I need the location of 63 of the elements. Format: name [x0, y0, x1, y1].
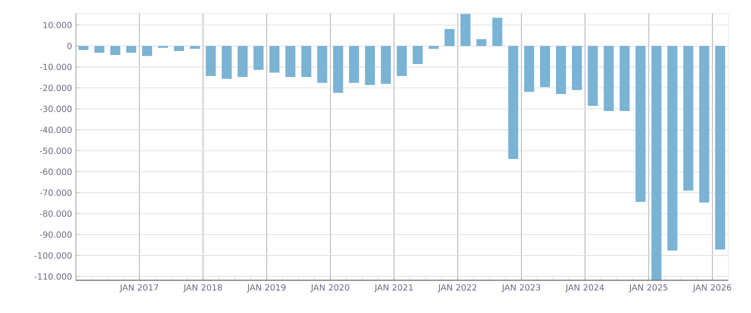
y-tick-label: -40.000 — [40, 126, 72, 134]
bar — [428, 46, 439, 49]
bar — [254, 46, 264, 70]
bar — [476, 39, 486, 46]
bar — [126, 46, 136, 53]
y-tick-label: 0 — [67, 42, 72, 50]
x-tick-label: JAN 2026 — [692, 284, 732, 292]
bar — [94, 46, 104, 53]
bar — [142, 46, 152, 56]
bar — [636, 46, 646, 202]
y-tick-label: -10.000 — [40, 64, 72, 70]
bar — [380, 46, 391, 84]
bar — [715, 46, 726, 250]
bar — [190, 46, 200, 49]
x-tick-label: JAN 2019 — [246, 284, 286, 292]
bar — [444, 29, 455, 46]
bar — [301, 46, 312, 78]
x-tick-label: JAN 2023 — [502, 284, 540, 292]
x-tick-label: JAN 2017 — [120, 284, 158, 292]
bar — [222, 46, 232, 79]
bar — [269, 46, 280, 73]
bar — [651, 46, 662, 281]
y-tick-label: -90.000 — [40, 231, 72, 238]
y-tick-label: -100.000 — [34, 252, 72, 259]
bar — [78, 46, 88, 50]
bar — [492, 18, 502, 46]
bar — [524, 46, 534, 92]
x-tick-label: JAN 2022 — [438, 284, 476, 292]
bar — [460, 14, 470, 46]
y-tick-label: -20.000 — [40, 84, 72, 92]
bar — [699, 46, 710, 203]
bar — [412, 46, 423, 64]
bar — [588, 46, 598, 106]
y-tick-label: -30.000 — [40, 106, 72, 112]
x-tick-label: JAN 2020 — [310, 284, 350, 292]
y-tick-label: 10.000 — [43, 22, 72, 28]
bar — [238, 46, 248, 78]
bar — [604, 46, 614, 111]
x-tick-label: JAN 2024 — [565, 284, 604, 292]
y-tick-label: -60.000 — [40, 168, 72, 175]
bar — [174, 46, 184, 52]
x-tick-label: JAN 2025 — [628, 284, 668, 292]
bar — [285, 46, 296, 78]
bar — [396, 46, 407, 76]
x-tick-label: JAN 2018 — [183, 284, 222, 292]
x-tick-label: JAN 2021 — [374, 284, 413, 292]
bar — [349, 46, 360, 83]
bar — [540, 46, 550, 88]
y-tick-label: -80.000 — [40, 210, 72, 217]
bar — [206, 46, 216, 76]
y-tick-label: -70.000 — [40, 189, 72, 196]
bar — [333, 46, 344, 93]
y-tick-label: -50.000 — [40, 148, 72, 154]
bar — [110, 46, 120, 55]
bar — [364, 46, 375, 85]
bar — [317, 46, 328, 83]
bar — [620, 46, 630, 111]
bar — [667, 46, 678, 251]
bar — [508, 46, 518, 159]
bar — [572, 46, 582, 90]
bar — [556, 46, 566, 94]
bar — [683, 46, 694, 191]
y-tick-label: -110.000 — [34, 273, 72, 280]
